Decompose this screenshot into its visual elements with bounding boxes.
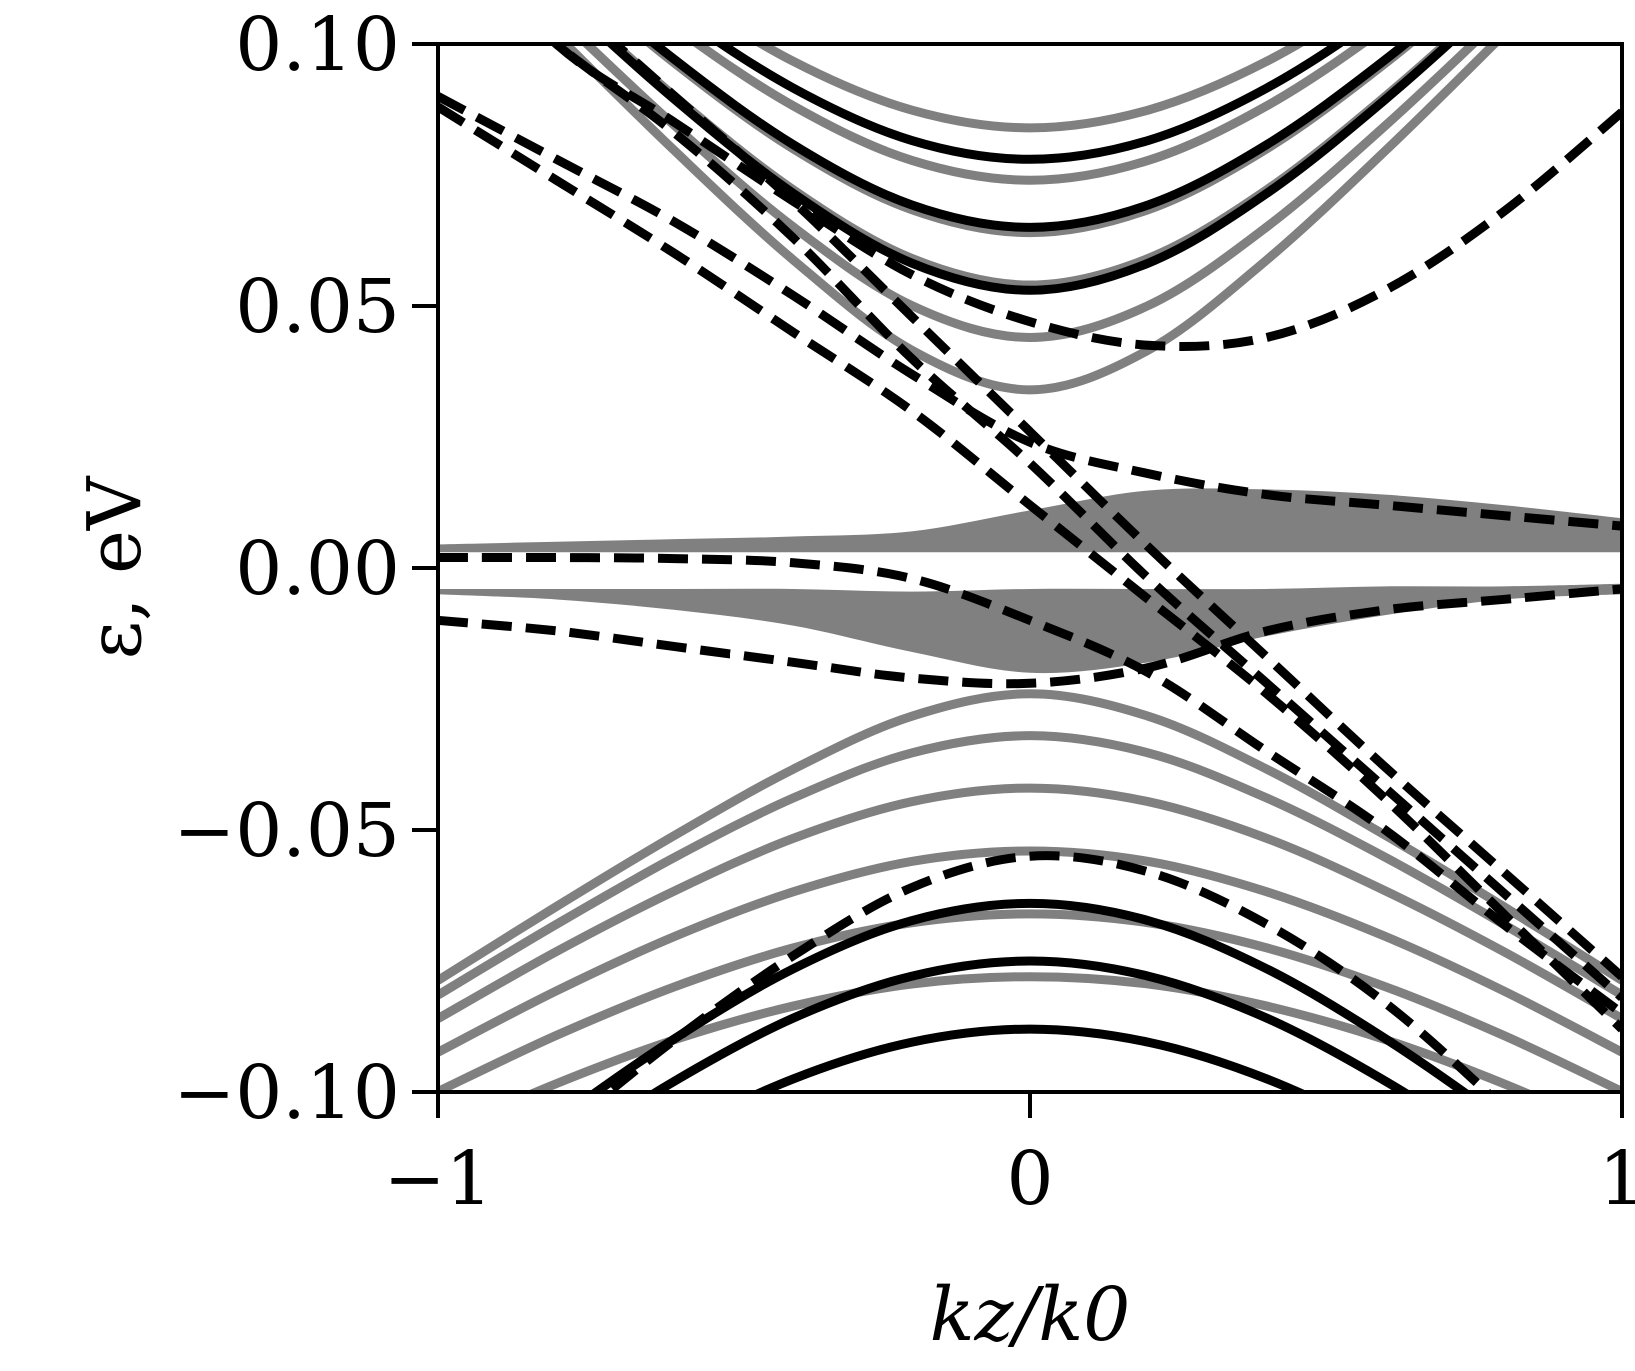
dashed-band-line	[438, 103, 1622, 1033]
band-line	[438, 783, 1622, 1023]
x-axis-label: kz/k0	[930, 1272, 1131, 1358]
band-line	[752, 44, 1308, 133]
band-line	[438, 846, 1622, 1057]
y-tick-label: 0.00	[235, 526, 400, 612]
band-line	[588, 898, 1472, 1092]
y-tick-label: −0.10	[173, 1050, 400, 1136]
band-line	[559, 44, 1501, 395]
dashed-band-line	[608, 44, 1622, 981]
dashed-band-line	[438, 92, 1622, 531]
band-line	[643, 44, 1417, 238]
band-area	[438, 583, 1622, 674]
band-area	[438, 488, 1622, 553]
band-line	[524, 972, 1536, 1092]
y-tick-label: 0.10	[235, 2, 400, 88]
plot-area	[438, 44, 1622, 1092]
x-tick-label: 1	[1598, 1136, 1635, 1222]
x-tick-label: 0	[1006, 1136, 1053, 1222]
x-tick-label: −1	[383, 1136, 492, 1222]
dashed-band-line	[549, 44, 1622, 351]
band-line	[647, 956, 1413, 1092]
band-line	[580, 44, 1480, 342]
dashed-band-line	[601, 851, 1494, 1092]
band-line	[438, 731, 1622, 999]
band-line	[647, 44, 1413, 232]
band-line	[713, 44, 1347, 164]
band-line	[438, 909, 1622, 1092]
y-tick-label: −0.05	[173, 788, 400, 874]
band-line	[605, 44, 1455, 295]
y-axis-label: ε, eV	[72, 475, 158, 659]
axes-frame	[436, 42, 1624, 1094]
y-tick-label: 0.05	[235, 264, 400, 350]
band-line	[750, 1024, 1310, 1092]
dashed-band-line	[438, 552, 1622, 1017]
band-line	[690, 44, 1370, 185]
dashed-band-line	[438, 584, 1622, 689]
